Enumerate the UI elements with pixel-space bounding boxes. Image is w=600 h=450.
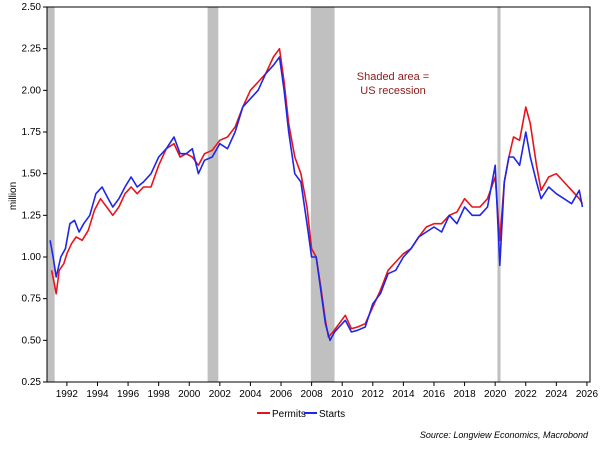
x-tick-label: 2026	[576, 389, 599, 400]
legend-label-permits: Permits	[272, 409, 306, 420]
y-tick-label: 2.00	[22, 85, 42, 96]
y-tick-label: 0.25	[22, 377, 42, 388]
legend: Permits Starts	[257, 409, 345, 420]
annotation-line-1: Shaded area =	[357, 71, 429, 83]
series-line-starts	[49, 56, 584, 342]
recession-band-2	[310, 7, 335, 382]
x-tick-label: 2022	[515, 389, 538, 400]
recession-band-1	[207, 7, 219, 382]
y-tick-label: 2.25	[22, 44, 42, 55]
recession-band-3	[497, 7, 501, 382]
x-tick-label: 2006	[270, 389, 293, 400]
plot-area-frame	[46, 6, 591, 383]
x-tick-label: 2008	[300, 389, 323, 400]
y-tick-label: 2.50	[22, 2, 42, 13]
x-tick-label: 2000	[178, 389, 201, 400]
y-axis: 0.25 0.50 0.75 1.00 1.25 1.50 1.75 2.00 2.25 2.50	[22, 2, 47, 388]
x-tick-label: 1996	[117, 389, 140, 400]
y-tick-label: 0.50	[22, 335, 42, 346]
x-tick-label: 2010	[331, 389, 354, 400]
y-tick-label: 0.75	[22, 294, 42, 305]
x-tick-label: 1992	[56, 389, 79, 400]
x-tick-label: 2020	[484, 389, 507, 400]
y-tick-label: 1.25	[22, 210, 42, 221]
x-tick-label: 2002	[209, 389, 232, 400]
series-layer	[49, 47, 584, 342]
x-tick-label: 1998	[148, 389, 171, 400]
recession-shading-layer	[47, 7, 501, 382]
x-tick-label: 2014	[392, 389, 415, 400]
y-axis-label: million	[8, 182, 19, 210]
y-tick-label: 1.75	[22, 127, 42, 138]
x-tick-label: 2012	[362, 389, 385, 400]
x-tick-label: 2004	[239, 389, 262, 400]
x-axis: 1992 1994 1996 1998 2000 2002 2004 2006 2008 2010…	[56, 382, 599, 400]
x-tick-label: 1994	[86, 389, 109, 400]
legend-label-starts: Starts	[319, 409, 345, 420]
x-tick-label: 2024	[545, 389, 568, 400]
y-tick-label: 1.50	[22, 169, 42, 180]
series-line-permits	[50, 47, 584, 338]
y-tick-label: 1.00	[22, 252, 42, 263]
recession-band-0	[47, 7, 55, 382]
annotation-line-2: US recession	[360, 85, 425, 97]
source-note: Source: Longview Economics, Macrobond	[420, 430, 589, 440]
x-tick-label: 2016	[423, 389, 446, 400]
x-tick-label: 2018	[453, 389, 476, 400]
